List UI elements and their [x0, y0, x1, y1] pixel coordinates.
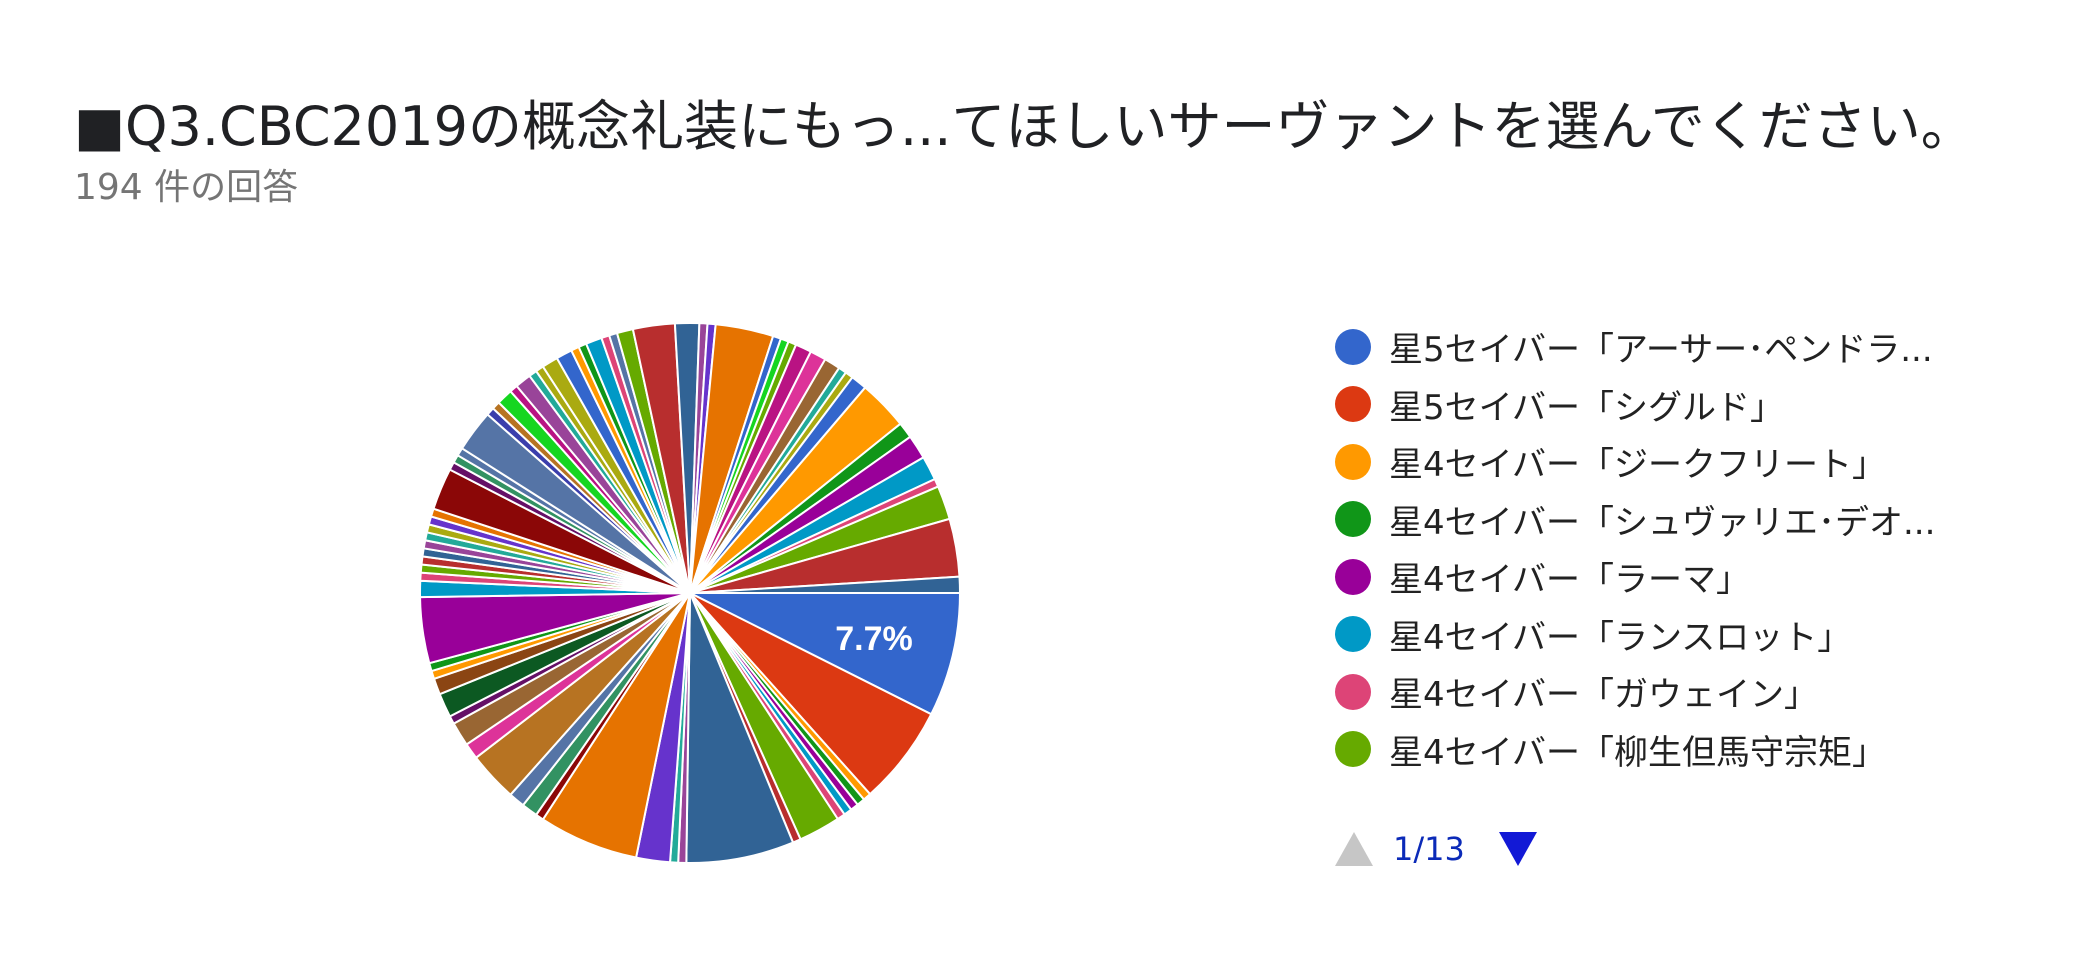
legend-label: 星4セイバー「ガウェイン」	[1389, 675, 1818, 716]
legend-pager: 1/13	[1335, 826, 1537, 872]
response-count: 194 件の回答	[74, 167, 299, 208]
page-indicator: 1/13	[1393, 830, 1465, 868]
legend-item[interactable]: 星4セイバー「ガウェイン」	[1335, 663, 1935, 721]
legend-item[interactable]: 星5セイバー「アーサー･ペンドラ...	[1335, 318, 1935, 376]
slice-percent-label: 7.7%	[835, 620, 913, 658]
legend-label: 星4セイバー「ラーマ」	[1389, 560, 1750, 601]
chart-title: ■Q3.CBC2019の概念礼装にもっ...てほしいサーヴァントを選んでください…	[74, 95, 1975, 158]
legend-swatch	[1335, 558, 1371, 595]
legend-item[interactable]: 星4セイバー「シュヴァリエ･デオ...	[1335, 491, 1935, 549]
legend-label: 星5セイバー「アーサー･ペンドラ...	[1389, 330, 1933, 371]
pie-slice[interactable]	[689, 575, 962, 594]
legend-swatch	[1335, 328, 1371, 365]
legend-swatch	[1335, 501, 1371, 538]
legend-swatch	[1335, 673, 1371, 710]
triangle-up-icon[interactable]	[1335, 832, 1373, 866]
pie-slice[interactable]	[689, 592, 962, 716]
legend-item[interactable]: 星4セイバー「ジークフリート」	[1335, 433, 1935, 491]
legend-label: 星5セイバー「シグルド」	[1389, 387, 1784, 428]
legend-label: 星4セイバー「ランスロット」	[1389, 617, 1852, 658]
legend-item[interactable]: 星4セイバー「ランスロット」	[1335, 606, 1935, 664]
legend-item[interactable]: 星4セイバー「ラーマ」	[1335, 548, 1935, 606]
legend: 星5セイバー「アーサー･ペンドラ... 星5セイバー「シグルド」 星4セイバー「…	[1335, 318, 1935, 778]
legend-swatch	[1335, 443, 1371, 480]
legend-swatch	[1335, 731, 1371, 768]
legend-item[interactable]: 星4セイバー「柳生但馬守宗矩」	[1335, 721, 1935, 779]
legend-swatch	[1335, 616, 1371, 653]
legend-label: 星4セイバー「柳生但馬守宗矩」	[1389, 732, 1886, 773]
legend-label: 星4セイバー「ジークフリート」	[1389, 445, 1886, 486]
legend-swatch	[1335, 386, 1371, 423]
pie-chart: 7.7%	[419, 322, 962, 864]
legend-label: 星4セイバー「シュヴァリエ･デオ...	[1389, 502, 1936, 543]
triangle-down-icon[interactable]	[1498, 832, 1537, 866]
legend-item[interactable]: 星5セイバー「シグルド」	[1335, 376, 1935, 434]
